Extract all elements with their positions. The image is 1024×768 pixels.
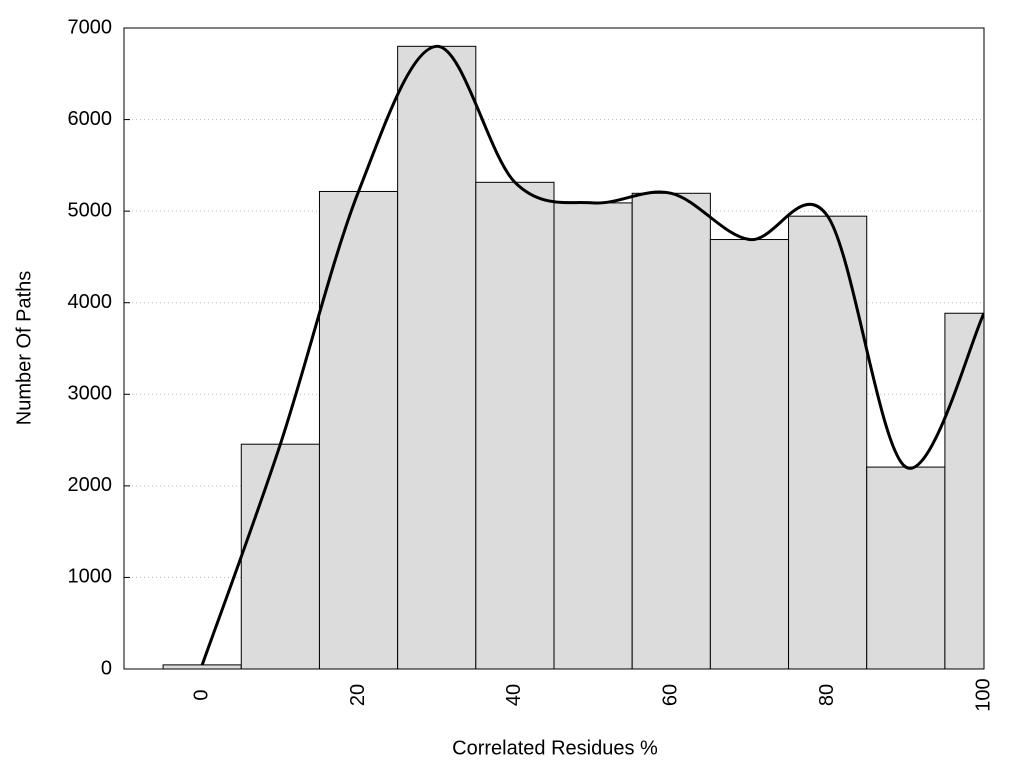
y-tick-label: 2000 <box>68 474 113 496</box>
x-tick-label: 0 <box>190 689 212 700</box>
y-tick-label: 4000 <box>68 291 113 313</box>
y-tick-label: 7000 <box>68 16 113 38</box>
bar <box>475 181 555 669</box>
bar <box>788 215 868 669</box>
x-tick-label: 100 <box>972 678 994 711</box>
x-tick-label: 80 <box>816 684 838 706</box>
y-tick-label: 5000 <box>68 199 113 221</box>
x-tick-label: 60 <box>660 684 682 706</box>
bar <box>866 466 946 669</box>
y-tick-label: 3000 <box>68 383 113 405</box>
y-tick-label: 6000 <box>68 108 113 130</box>
bar <box>162 664 242 669</box>
y-tick-label: 0 <box>101 657 112 679</box>
plot-frame <box>123 27 985 670</box>
bar <box>709 239 790 669</box>
bar <box>944 312 984 669</box>
x-tick-label: 20 <box>347 684 369 706</box>
y-tick-label: 1000 <box>68 566 113 588</box>
bar <box>553 202 633 669</box>
bar <box>631 192 711 669</box>
plot-area <box>162 44 984 669</box>
bar <box>240 443 320 669</box>
bar <box>397 45 477 669</box>
x-axis-label: Correlated Residues % <box>452 737 658 759</box>
smooth-curve <box>200 44 984 666</box>
bar <box>318 190 399 669</box>
x-tick-label: 40 <box>503 684 525 706</box>
y-axis-label: Number Of Paths <box>13 271 35 426</box>
